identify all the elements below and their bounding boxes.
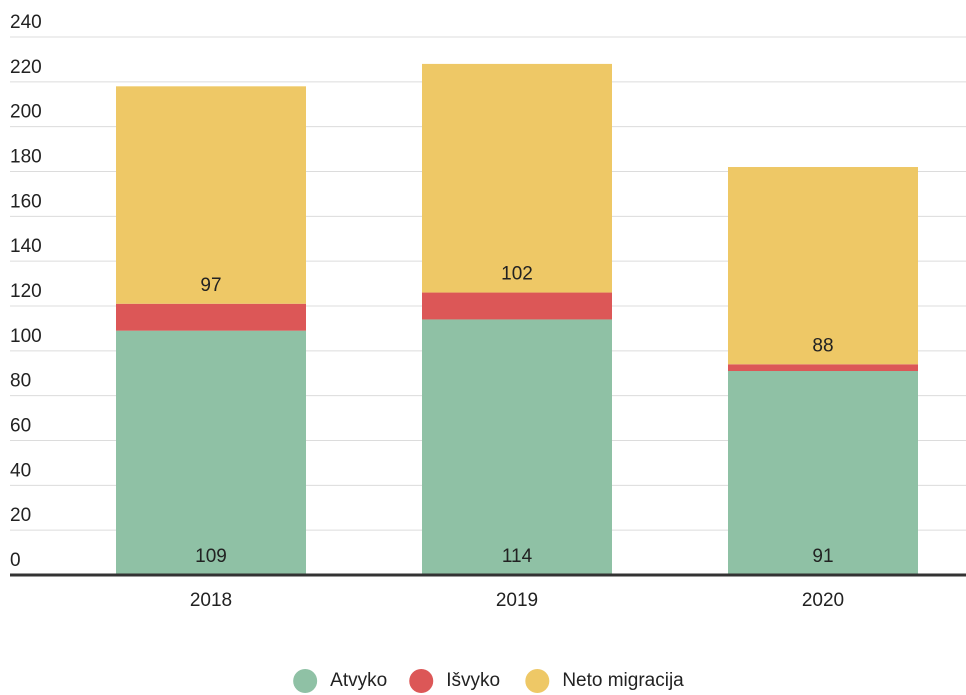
y-tick-label: 60 [10,416,31,437]
x-tick-label: 2020 [802,590,844,611]
bar-segment [422,63,612,293]
legend-marker [293,669,318,693]
bar-segment [422,292,612,320]
legend-label: Išvyko [446,670,500,691]
y-tick-label: 0 [10,550,21,571]
bar-segment [422,319,612,575]
y-tick-label: 20 [10,505,31,526]
bar-segment [728,364,918,372]
data-label: 88 [812,335,833,356]
x-tick-label: 2018 [190,590,232,611]
bar-segment [116,303,306,331]
data-label: 114 [502,546,533,567]
y-tick-label: 160 [10,191,42,212]
y-tick-label: 220 [10,57,42,78]
y-tick-label: 120 [10,281,42,302]
data-label: 109 [195,546,227,567]
bar-segment [728,167,918,365]
legend-marker [525,669,550,693]
y-tick-label: 100 [10,326,42,347]
data-label: 102 [501,264,533,285]
y-tick-label: 140 [10,236,42,257]
x-tick-label: 2019 [496,590,538,611]
legend-label: Neto migracija [562,670,684,691]
bar-segment [116,86,306,304]
bar-segment [116,330,306,575]
y-tick-label: 80 [10,371,31,392]
data-label: 97 [200,275,221,296]
bar-segment [728,371,918,575]
y-tick-label: 180 [10,147,42,168]
legend-label: Atvyko [330,670,387,691]
data-label: 91 [812,546,833,567]
y-tick-label: 240 [10,12,42,33]
legend-marker [409,669,434,693]
y-tick-label: 40 [10,460,31,481]
y-tick-label: 200 [10,102,42,123]
